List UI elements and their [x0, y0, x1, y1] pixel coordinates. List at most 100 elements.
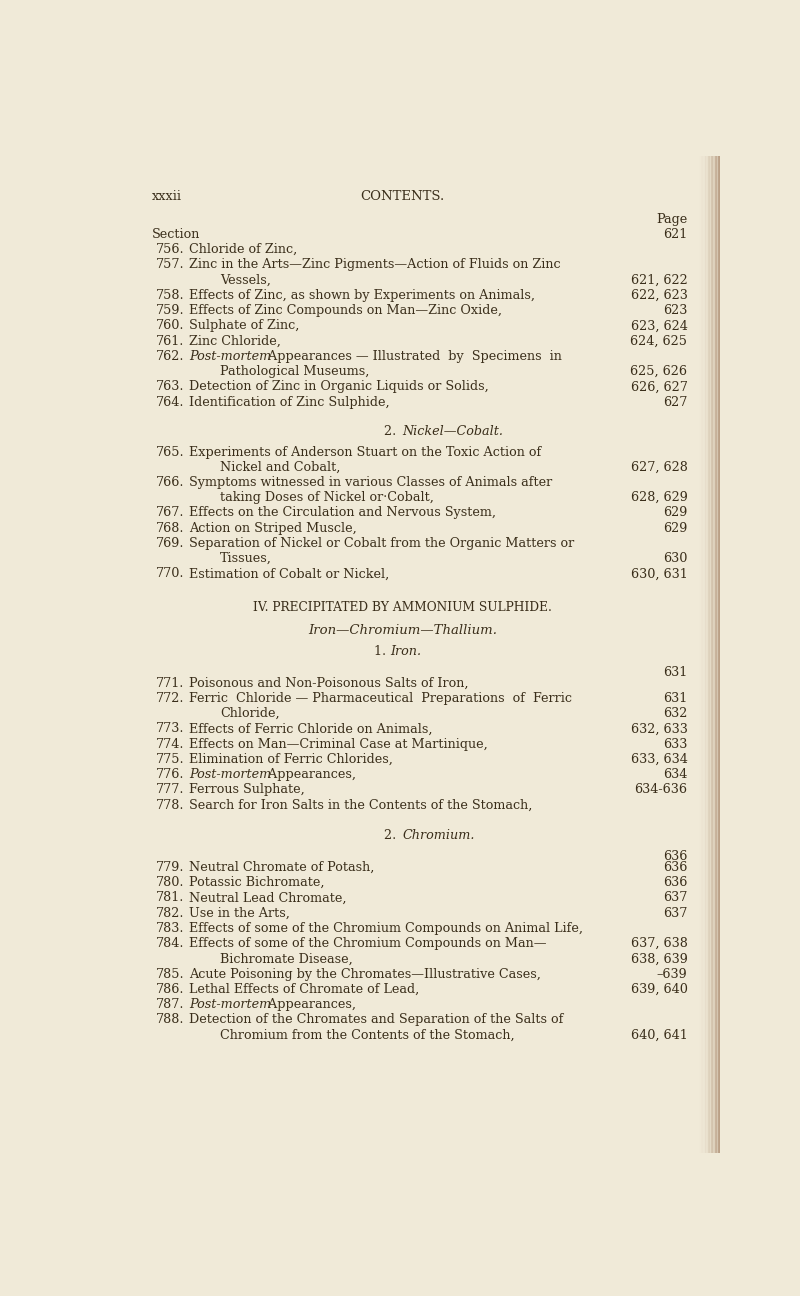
Text: 623, 624: 623, 624 — [630, 319, 687, 332]
Text: 622, 623: 622, 623 — [630, 289, 687, 302]
Text: Effects of Zinc Compounds on Man—Zinc Oxide,: Effects of Zinc Compounds on Man—Zinc Ox… — [189, 305, 502, 318]
Text: 762.: 762. — [156, 350, 184, 363]
Text: 637: 637 — [663, 907, 687, 920]
Text: 761.: 761. — [156, 334, 184, 347]
Text: 627, 628: 627, 628 — [630, 461, 687, 474]
Text: 763.: 763. — [156, 380, 184, 394]
Text: 759.: 759. — [156, 305, 185, 318]
Text: 788.: 788. — [156, 1013, 184, 1026]
Text: 637, 638: 637, 638 — [630, 937, 687, 950]
Text: 787.: 787. — [156, 998, 184, 1011]
Bar — [709, 156, 710, 1153]
Text: 628, 629: 628, 629 — [630, 491, 687, 504]
Bar — [715, 156, 717, 1153]
Text: Detection of the Chromates and Separation of the Salts of: Detection of the Chromates and Separatio… — [189, 1013, 563, 1026]
Bar — [703, 156, 704, 1153]
Bar — [700, 156, 701, 1153]
Text: 631: 631 — [663, 666, 687, 679]
Text: 637: 637 — [663, 892, 687, 905]
Bar — [698, 156, 699, 1153]
Text: Detection of Zinc in Organic Liquids or Solids,: Detection of Zinc in Organic Liquids or … — [189, 380, 489, 394]
Text: IV. PRECIPITATED BY AMMONIUM SULPHIDE.: IV. PRECIPITATED BY AMMONIUM SULPHIDE. — [253, 601, 552, 614]
Bar — [697, 156, 698, 1153]
Text: Chloride,: Chloride, — [220, 708, 280, 721]
Text: 621: 621 — [663, 228, 687, 241]
Text: 765.: 765. — [156, 446, 185, 459]
Text: Ferric  Chloride — Pharmaceutical  Preparations  of  Ferric: Ferric Chloride — Pharmaceutical Prepara… — [189, 692, 572, 705]
Text: Symptoms witnessed in various Classes of Animals after: Symptoms witnessed in various Classes of… — [189, 476, 552, 489]
Text: Effects on Man—Criminal Case at Martinique,: Effects on Man—Criminal Case at Martiniq… — [189, 737, 488, 750]
Text: Use in the Arts,: Use in the Arts, — [189, 907, 290, 920]
Bar — [707, 156, 708, 1153]
Text: Vessels,: Vessels, — [220, 273, 271, 286]
Text: Action on Striped Muscle,: Action on Striped Muscle, — [189, 522, 357, 535]
Text: 632: 632 — [663, 708, 687, 721]
Text: Ferrous Sulphate,: Ferrous Sulphate, — [189, 783, 305, 796]
Bar — [701, 156, 702, 1153]
Text: 779.: 779. — [156, 861, 184, 874]
Text: Nickel and Cobalt,: Nickel and Cobalt, — [220, 461, 341, 474]
Text: 782.: 782. — [156, 907, 184, 920]
Text: Appearances,: Appearances, — [264, 769, 356, 781]
Bar — [708, 156, 710, 1153]
Text: Chromium from the Contents of the Stomach,: Chromium from the Contents of the Stomac… — [220, 1029, 514, 1042]
Text: Neutral Chromate of Potash,: Neutral Chromate of Potash, — [189, 861, 374, 874]
Text: Effects of some of the Chromium Compounds on Animal Life,: Effects of some of the Chromium Compound… — [189, 921, 583, 934]
Bar — [710, 156, 711, 1153]
Text: 636: 636 — [663, 861, 687, 874]
Text: 636: 636 — [663, 876, 687, 889]
Bar — [714, 156, 716, 1153]
Bar — [718, 156, 719, 1153]
Bar — [704, 156, 705, 1153]
Text: Pathological Museums,: Pathological Museums, — [220, 365, 370, 378]
Text: 780.: 780. — [156, 876, 184, 889]
Text: Nickel—Cobalt.: Nickel—Cobalt. — [402, 425, 503, 438]
Text: 633: 633 — [663, 737, 687, 750]
Text: taking Doses of Nickel or·Cobalt,: taking Doses of Nickel or·Cobalt, — [220, 491, 434, 504]
Text: 767.: 767. — [156, 507, 184, 520]
Text: CONTENTS.: CONTENTS. — [360, 191, 444, 203]
Text: 631: 631 — [663, 692, 687, 705]
Bar — [716, 156, 718, 1153]
Text: Effects of Zinc, as shown by Experiments on Animals,: Effects of Zinc, as shown by Experiments… — [189, 289, 535, 302]
Text: 769.: 769. — [156, 537, 184, 550]
Text: Potassic Bichromate,: Potassic Bichromate, — [189, 876, 325, 889]
Text: 1.: 1. — [374, 645, 390, 658]
Text: 777.: 777. — [156, 783, 184, 796]
Text: Effects of Ferric Chloride on Animals,: Effects of Ferric Chloride on Animals, — [189, 722, 433, 735]
Text: 757.: 757. — [156, 258, 185, 271]
Text: 786.: 786. — [156, 982, 184, 995]
Text: Identification of Zinc Sulphide,: Identification of Zinc Sulphide, — [189, 395, 390, 408]
Bar — [711, 156, 713, 1153]
Text: 784.: 784. — [156, 937, 184, 950]
Text: 629: 629 — [663, 507, 687, 520]
Text: 775.: 775. — [156, 753, 185, 766]
Bar — [699, 156, 700, 1153]
Text: 634-636: 634-636 — [634, 783, 687, 796]
Text: 633, 634: 633, 634 — [630, 753, 687, 766]
Text: xxxii: xxxii — [152, 191, 182, 203]
Text: 773.: 773. — [156, 722, 184, 735]
Text: 776.: 776. — [156, 769, 184, 781]
Text: Post-mortem: Post-mortem — [189, 350, 271, 363]
Text: 626, 627: 626, 627 — [630, 380, 687, 394]
Text: 621, 622: 621, 622 — [630, 273, 687, 286]
Text: Effects of some of the Chromium Compounds on Man—: Effects of some of the Chromium Compound… — [189, 937, 546, 950]
Text: 2.: 2. — [383, 425, 402, 438]
Text: 639, 640: 639, 640 — [630, 982, 687, 995]
Text: 770.: 770. — [156, 568, 184, 581]
Text: 783.: 783. — [156, 921, 184, 934]
Text: Appearances,: Appearances, — [264, 998, 356, 1011]
Text: 785.: 785. — [156, 968, 185, 981]
Text: 634: 634 — [663, 769, 687, 781]
Text: Bichromate Disease,: Bichromate Disease, — [220, 953, 353, 966]
Text: –639: –639 — [657, 968, 687, 981]
Text: 625, 626: 625, 626 — [630, 365, 687, 378]
Text: Effects on the Circulation and Nervous System,: Effects on the Circulation and Nervous S… — [189, 507, 496, 520]
Bar — [713, 156, 714, 1153]
Text: 640, 641: 640, 641 — [630, 1029, 687, 1042]
Text: 624, 625: 624, 625 — [630, 334, 687, 347]
Text: 758.: 758. — [156, 289, 185, 302]
Bar — [702, 156, 703, 1153]
Text: 636: 636 — [663, 850, 687, 863]
